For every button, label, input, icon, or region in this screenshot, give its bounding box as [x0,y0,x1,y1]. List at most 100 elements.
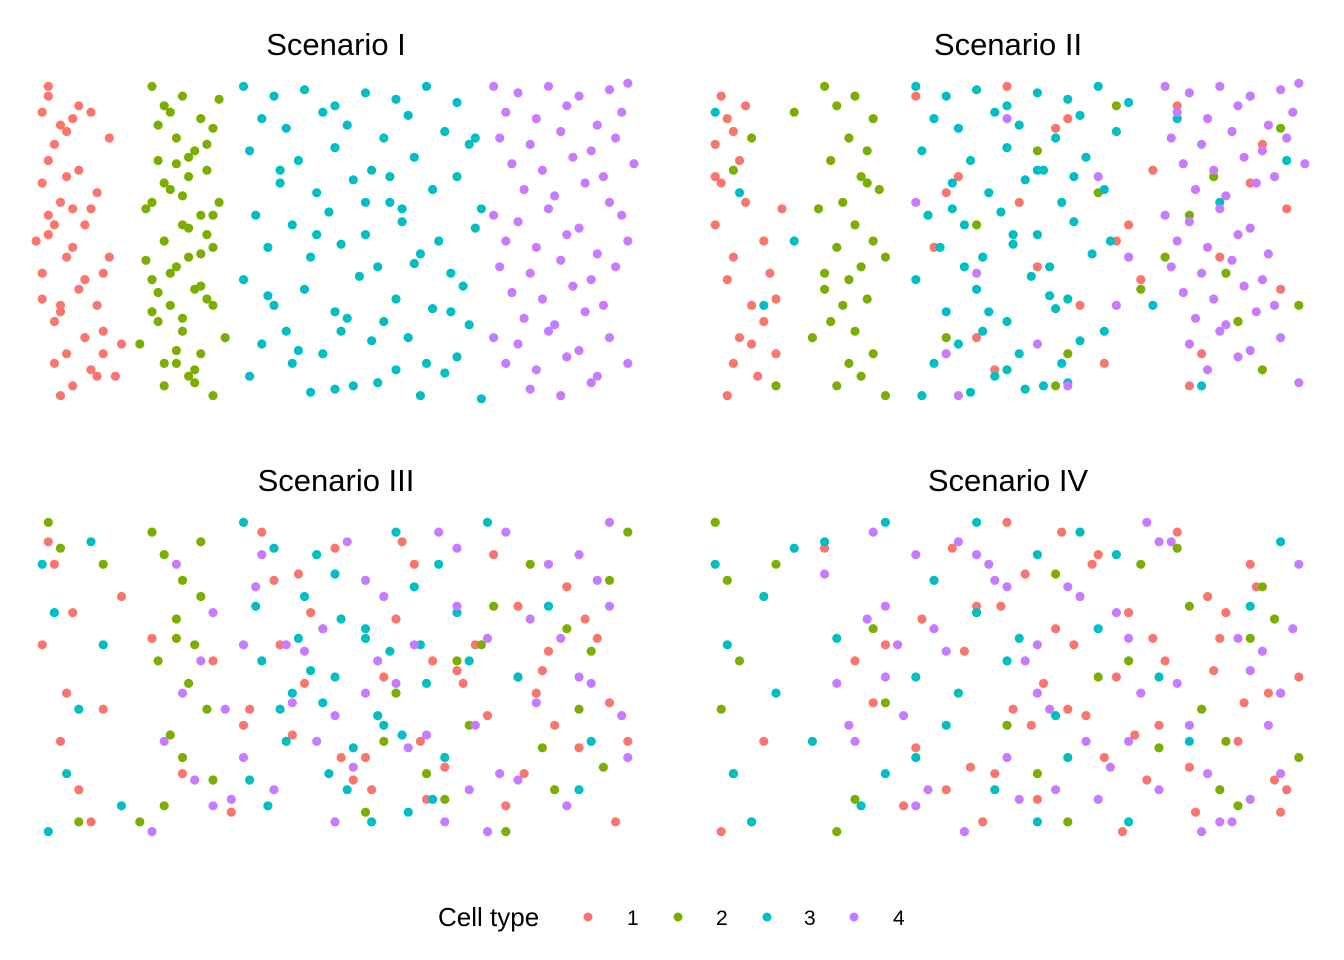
point-type-4 [1276,85,1286,95]
point-type-2 [586,646,596,656]
point-type-1 [1190,807,1201,817]
point-type-4 [1282,133,1292,143]
point-type-4 [330,817,340,827]
point-type-3 [440,368,450,378]
point-type-2 [1184,601,1194,611]
point-type-1 [43,91,53,101]
point-type-4 [611,262,621,272]
point-type-2 [1221,736,1231,747]
point-type-3 [257,114,267,124]
point-type-4 [1269,300,1280,310]
point-type-2 [360,807,371,817]
point-type-3 [306,252,316,262]
point-type-2 [1245,633,1255,644]
point-type-2 [1276,123,1286,133]
point-type-1 [1069,640,1079,650]
point-type-3 [409,152,419,162]
point-type-3 [379,133,389,143]
point-type-3 [959,262,970,272]
point-type-2 [196,249,206,259]
point-type-4 [1288,107,1298,117]
point-type-3 [421,81,432,91]
point-type-1 [531,688,541,698]
point-type-1 [1124,608,1134,618]
point-type-1 [1172,101,1182,111]
point-type-2 [208,123,218,133]
point-type-2 [1233,316,1243,327]
point-type-3 [391,94,401,104]
point-type-2 [440,794,450,805]
point-type-1 [306,608,316,618]
point-type-4 [482,633,493,644]
point-type-3 [911,752,921,763]
point-type-4 [1105,762,1115,772]
point-type-3 [1087,249,1097,259]
point-type-3 [293,155,303,166]
point-type-4 [1032,688,1042,698]
point-type-2 [820,268,830,278]
panel-title: Scenario III [258,463,415,498]
point-type-2 [874,184,884,195]
point-type-3 [342,785,352,795]
point-type-1 [299,678,310,689]
point-type-2 [391,688,401,698]
point-type-4 [501,358,511,368]
point-type-1 [513,601,523,611]
point-type-3 [1002,316,1012,327]
point-type-3 [1014,633,1024,644]
point-type-4 [1233,633,1243,644]
point-type-3 [428,184,438,195]
point-type-4 [391,678,401,689]
point-type-2 [844,275,854,285]
point-type-1 [537,666,548,676]
point-type-4 [623,236,633,246]
point-type-4 [820,569,830,579]
point-type-3 [990,785,1000,795]
point-type-1 [104,252,114,262]
point-type-4 [1014,794,1024,805]
point-type-4 [1251,178,1261,188]
point-type-2 [826,316,836,327]
point-type-4 [1263,720,1273,730]
point-type-4 [953,391,964,401]
point-type-1 [759,236,769,246]
point-type-3 [391,365,401,375]
point-type-4 [519,184,529,195]
point-type-3 [1057,197,1067,207]
legend-item-3: 3 [762,907,816,930]
point-type-2 [820,81,830,91]
point-type-4 [409,640,419,650]
point-type-2 [838,197,848,207]
point-type-4 [525,614,535,624]
legend-key-4 [849,912,859,922]
point-type-3 [959,220,970,230]
point-type-2 [771,559,781,569]
point-type-1 [452,666,462,676]
point-type-4 [550,320,560,330]
point-type-2 [868,349,878,359]
point-type-3 [379,720,389,730]
point-type-4 [440,817,450,827]
point-type-1 [1099,358,1109,368]
point-type-3 [1045,291,1055,301]
point-type-4 [1124,252,1134,262]
point-type-1 [1130,730,1140,740]
point-type-3 [820,537,830,547]
legend-label-4: 4 [893,907,905,930]
point-type-4 [1227,817,1237,827]
point-type-3 [367,165,377,175]
point-type-2 [868,236,878,246]
point-type-4 [850,736,860,747]
point-type-3 [1215,197,1225,207]
point-type-2 [862,178,872,188]
point-type-3 [789,236,799,246]
point-type-2 [165,730,175,740]
point-type-1 [1014,197,1024,207]
point-type-3 [1057,358,1067,368]
point-type-3 [856,801,866,811]
point-type-2 [844,133,854,143]
point-type-3 [324,769,334,779]
point-type-2 [159,101,169,111]
point-type-2 [789,107,799,117]
point-type-2 [716,704,726,714]
